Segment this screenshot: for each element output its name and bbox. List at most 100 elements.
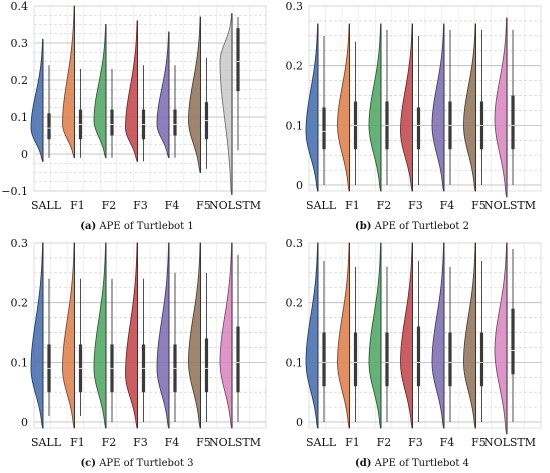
x-tick-label-d-f3: F3 bbox=[408, 436, 423, 449]
y-tick-label-a: 0.3 bbox=[11, 37, 29, 50]
x-tick-label-c-f5: F5 bbox=[196, 436, 211, 449]
x-tick-label-a-f2: F2 bbox=[102, 199, 117, 212]
y-tick-label-c: 0.3 bbox=[11, 237, 29, 250]
y-tick-label-c: 0.2 bbox=[11, 297, 29, 310]
y-tick-label-b: 0.1 bbox=[286, 119, 304, 132]
x-tick-label-c-sall: SALL bbox=[31, 436, 62, 449]
caption-text-c: APE of Turtlebot 3 bbox=[96, 458, 194, 469]
violin-half-a-f1 bbox=[62, 5, 75, 159]
caption-d: (d) APE of Turtlebot 4 bbox=[355, 458, 469, 469]
y-tick-label-b: 0.2 bbox=[286, 60, 304, 73]
x-tick-label-a-sall: SALL bbox=[31, 199, 62, 212]
y-tick-label-a: −0.1 bbox=[1, 185, 28, 198]
caption-prefix-d: (d) bbox=[355, 458, 371, 469]
x-tick-label-d-nolstm: NOLSTM bbox=[484, 436, 536, 449]
y-tick-label-b: 0.3 bbox=[286, 0, 304, 13]
x-tick-label-c-f1: F1 bbox=[70, 436, 85, 449]
iqr-box-a-sall bbox=[47, 113, 51, 140]
iqr-box-d-f5 bbox=[479, 332, 484, 387]
x-tick-label-c-f3: F3 bbox=[133, 436, 148, 449]
violin-half-b-f3 bbox=[400, 23, 413, 192]
violin-half-d-f5 bbox=[463, 242, 476, 429]
violin-half-d-f3 bbox=[400, 242, 413, 429]
violin-half-d-sall bbox=[305, 242, 319, 429]
caption-text-d: APE of Turtlebot 4 bbox=[371, 458, 469, 469]
violin-half-b-f1 bbox=[337, 23, 350, 192]
caption-prefix-b: (b) bbox=[355, 221, 371, 232]
violin-half-c-nolstm bbox=[219, 242, 233, 429]
violin-half-d-f1 bbox=[337, 242, 350, 429]
x-tick-label-a-f4: F4 bbox=[165, 199, 180, 212]
caption-prefix-c: (c) bbox=[80, 458, 96, 469]
iqr-box-a-f4 bbox=[173, 109, 177, 136]
y-tick-label-d: 0 bbox=[296, 416, 303, 429]
violin-half-a-f3 bbox=[125, 20, 138, 162]
violin-half-d-f2 bbox=[368, 242, 382, 429]
x-tick-label-b-sall: SALL bbox=[306, 199, 337, 212]
y-tick-label-a: 0.1 bbox=[11, 111, 29, 124]
panel-b: 0 0.1 0.2 0.3 SALL F1 F2 F3 F4 F5 NOLSTM (b) APE of… bbox=[275, 0, 550, 236]
iqr-box-d-f4 bbox=[448, 332, 452, 387]
panel-a: −0.1 0 0.1 0.2 0.3 0.4 SALL F1 F2 F3 F4 F5 NOLSTM (a)… bbox=[0, 0, 275, 236]
x-tick-label-a-f1: F1 bbox=[70, 199, 85, 212]
violin-half-b-sall bbox=[305, 23, 319, 192]
y-tick-label-a: 0.2 bbox=[11, 74, 29, 87]
x-tick-label-d-sall: SALL bbox=[306, 436, 337, 449]
iqr-box-a-f2 bbox=[110, 109, 114, 136]
violin-half-b-nolstm bbox=[494, 17, 508, 198]
iqr-box-b-f3 bbox=[416, 107, 421, 150]
violin-half-a-f2 bbox=[93, 24, 107, 159]
x-tick-label-c-f4: F4 bbox=[165, 436, 180, 449]
violin-half-c-f3 bbox=[125, 242, 138, 429]
iqr-box-d-f1 bbox=[353, 332, 358, 387]
violin-half-b-f5 bbox=[463, 23, 476, 192]
violin-half-b-f2 bbox=[368, 23, 382, 192]
x-tick-label-b-f3: F3 bbox=[408, 199, 423, 212]
iqr-box-d-f2 bbox=[385, 332, 389, 387]
panel-d: 0 0.1 0.2 0.3 SALL F1 F2 F3 F4 F5 NOLSTM (d) APE of… bbox=[275, 237, 550, 473]
y-tick-label-d: 0.3 bbox=[286, 237, 304, 250]
y-tick-label-d: 0.2 bbox=[286, 297, 304, 310]
x-tick-label-b-f2: F2 bbox=[377, 199, 392, 212]
iqr-box-b-nolstm bbox=[511, 95, 515, 150]
violin-half-d-f4 bbox=[431, 242, 445, 429]
iqr-box-d-nolstm bbox=[511, 308, 515, 375]
violin-half-c-f2 bbox=[93, 242, 107, 429]
x-tick-label-d-f1: F1 bbox=[345, 436, 360, 449]
x-tick-label-c-nolstm: NOLSTM bbox=[209, 436, 261, 449]
x-tick-label-a-f5: F5 bbox=[196, 199, 211, 212]
iqr-box-c-f5 bbox=[204, 338, 209, 393]
violin-half-b-f4 bbox=[431, 23, 445, 192]
y-tick-label-c: 0 bbox=[21, 416, 28, 429]
caption-c: (c) APE of Turtlebot 3 bbox=[80, 458, 193, 469]
y-tick-label-a: 0 bbox=[21, 148, 28, 161]
plot-frame-a bbox=[33, 5, 267, 192]
iqr-box-c-nolstm bbox=[236, 326, 240, 393]
y-tick-label-c: 0.1 bbox=[11, 356, 29, 369]
y-tick-label-a: 0.4 bbox=[11, 0, 29, 13]
x-tick-label-c-f2: F2 bbox=[102, 436, 117, 449]
y-tick-label-b: 0 bbox=[296, 179, 303, 192]
x-tick-label-b-f1: F1 bbox=[345, 199, 360, 212]
y-tick-label-d: 0.1 bbox=[286, 356, 304, 369]
iqr-box-d-sall bbox=[322, 332, 326, 387]
caption-a: (a) APE of Turtlebot 1 bbox=[80, 221, 193, 232]
caption-text-a: APE of Turtlebot 1 bbox=[96, 221, 194, 232]
panel-c: 0 0.1 0.2 0.3 SALL F1 F2 F3 F4 F5 NOLSTM (c) APE of… bbox=[0, 237, 275, 473]
violin-half-a-nolstm bbox=[219, 12, 233, 196]
violin-half-c-f4 bbox=[156, 242, 170, 429]
violin-half-a-sall bbox=[30, 38, 44, 162]
x-tick-label-b-nolstm: NOLSTM bbox=[484, 199, 536, 212]
x-tick-label-d-f2: F2 bbox=[377, 436, 392, 449]
violin-half-a-f5 bbox=[188, 16, 201, 173]
violin-half-a-f4 bbox=[156, 31, 170, 159]
x-tick-label-d-f5: F5 bbox=[471, 436, 486, 449]
x-tick-label-a-nolstm: NOLSTM bbox=[209, 199, 261, 212]
iqr-box-b-sall bbox=[322, 107, 326, 150]
violin-half-c-f1 bbox=[62, 242, 75, 429]
